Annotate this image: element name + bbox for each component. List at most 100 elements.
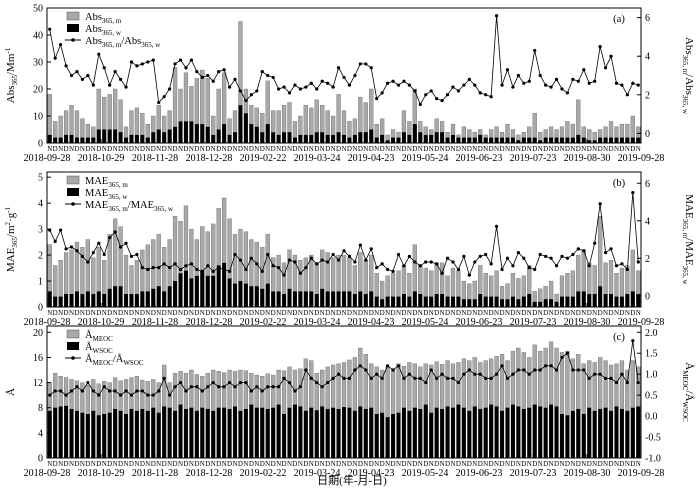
ratio-point (603, 66, 608, 70)
nd-label: N (222, 145, 227, 153)
nd-label: N (232, 460, 237, 468)
bar-black (156, 286, 161, 307)
ratio-point (298, 87, 303, 91)
bar-black (374, 296, 379, 307)
ratio-point (124, 85, 128, 89)
ratio-point (309, 256, 313, 260)
bar-black (543, 299, 548, 307)
ratio-point (549, 364, 553, 368)
ratio-point (75, 385, 79, 389)
nd-label: N (91, 145, 96, 153)
bar-black (472, 137, 477, 143)
nd-label: D (292, 460, 297, 468)
y2-tick-label: 0 (645, 291, 650, 302)
nd-label: D (489, 309, 494, 317)
bar-black (151, 407, 156, 458)
ratio-point (304, 368, 308, 372)
bar-black (189, 121, 194, 143)
ratio-point (396, 83, 401, 87)
ratio-point (140, 266, 144, 270)
ratio-point (560, 355, 564, 360)
nd-label: D (173, 309, 178, 317)
nd-label: N (450, 460, 455, 468)
ratio-point (445, 376, 450, 380)
nd-label: D (456, 145, 461, 153)
ratio-point (516, 73, 520, 78)
nd-label: N (189, 309, 194, 317)
ratio-point (538, 368, 542, 372)
bar-black (260, 132, 265, 143)
ratio-point (484, 93, 488, 97)
panel-label: (b) (613, 178, 626, 189)
nd-label: D (445, 309, 450, 317)
ratio-point (576, 368, 580, 372)
nd-label: D (521, 309, 526, 317)
nd-label: D (467, 145, 472, 153)
bar-black (271, 132, 276, 143)
bar-black (216, 265, 221, 307)
nd-label: N (494, 309, 499, 317)
nd-label: N (298, 460, 303, 468)
nd-label: D (587, 460, 592, 468)
bar-black (614, 406, 619, 458)
bar-black (412, 407, 417, 458)
ratio-point (151, 58, 155, 62)
ratio-point (64, 393, 68, 397)
ratio-point (353, 368, 357, 372)
bar-black (587, 407, 592, 458)
ratio-point (129, 393, 134, 397)
ratio-point (315, 262, 319, 266)
bar-black (282, 294, 287, 307)
nd-label: N (483, 460, 488, 468)
ratio-point (478, 91, 482, 95)
bar-black (510, 137, 515, 143)
nd-label: D (565, 145, 570, 153)
bar-black (603, 137, 608, 143)
nd-label: N (603, 460, 608, 468)
bar-black (576, 134, 581, 143)
nd-label: D (162, 309, 167, 317)
nd-label: D (303, 460, 308, 468)
y2-axis-label: MAE365, m​/MAE365, w​ (681, 194, 695, 285)
ratio-point (620, 262, 624, 266)
bar-black (194, 124, 199, 143)
nd-label: D (118, 309, 123, 317)
ratio-point (178, 58, 183, 62)
bar-black (254, 286, 259, 307)
ratio-point (336, 372, 341, 376)
bar-black (107, 412, 112, 458)
bar-black (129, 408, 134, 458)
legend-label: ÅMEOC​ (85, 329, 113, 343)
ratio-point (233, 77, 237, 81)
bar-black (64, 405, 69, 458)
y-tick-label: 12 (33, 378, 43, 389)
ratio-point (391, 269, 395, 273)
ratio-point (593, 79, 597, 83)
nd-label: D (194, 460, 199, 468)
bar-black (472, 406, 477, 458)
ratio-point (206, 264, 210, 268)
nd-label: D (412, 309, 417, 317)
nd-label: N (494, 460, 499, 468)
ratio-point (620, 83, 624, 87)
nd-label: D (478, 309, 483, 317)
nd-label: D (554, 309, 559, 317)
bar-black (445, 406, 450, 458)
ratio-point (511, 372, 515, 376)
nd-label: D (238, 145, 243, 153)
nd-label: N (145, 309, 150, 317)
nd-label: D (391, 145, 396, 153)
nd-label: N (211, 460, 216, 468)
x-tick-label: 2019-02-22 (240, 317, 287, 328)
ratio-point (315, 87, 319, 91)
bar-black (423, 134, 428, 143)
ratio-point (326, 380, 330, 385)
ratio-point (533, 48, 537, 53)
nd-label: N (134, 309, 139, 317)
bar-black (156, 412, 161, 458)
nd-label: N (265, 145, 270, 153)
legend-swatch-dot (71, 356, 75, 360)
y-tick-label: 30 (33, 58, 43, 69)
ratio-point (473, 372, 477, 376)
